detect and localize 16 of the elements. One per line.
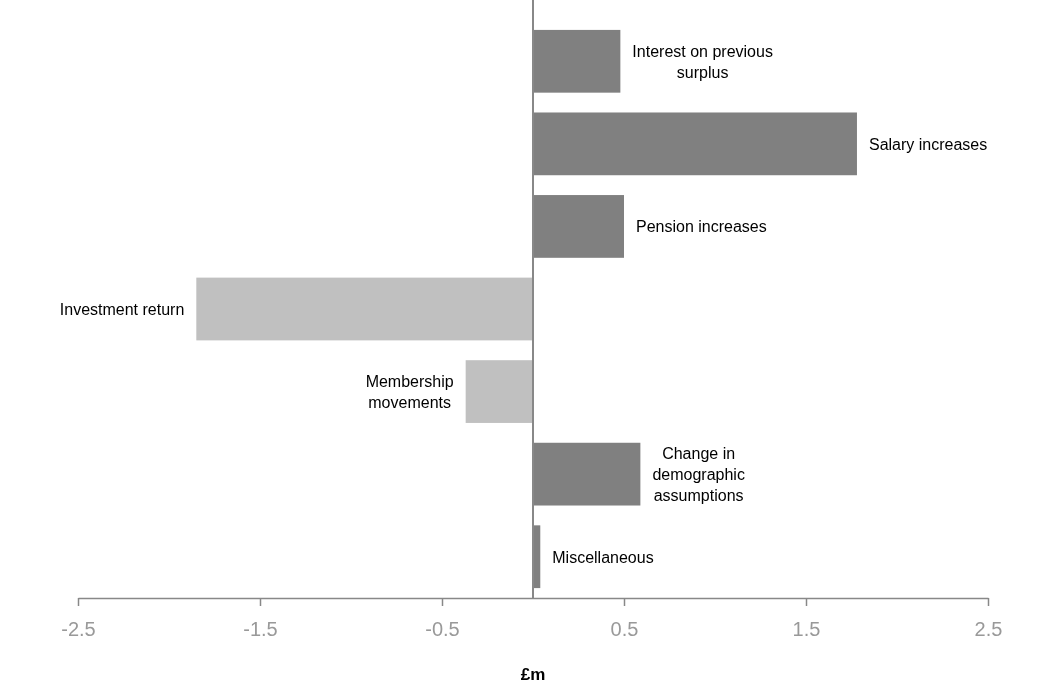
- y-tick-label: Membership movements: [365, 373, 454, 412]
- y-tick-label: Interest on previous surplus: [632, 42, 773, 81]
- x-tick-label: -2.5: [61, 618, 96, 641]
- bar: [196, 277, 533, 341]
- y-tick-label: Pension increases: [636, 218, 767, 236]
- y-tick-label: Change in demographic assumptions: [652, 445, 745, 505]
- bar: [465, 360, 533, 423]
- x-tick-label: 2.5: [974, 618, 1003, 641]
- y-tick-label: Investment return: [59, 301, 185, 318]
- y-tick-label: Salary increases: [868, 135, 988, 153]
- x-tick-label: -0.5: [425, 618, 460, 641]
- y-tick-label: Miscellaneous: [552, 548, 654, 566]
- x-tick-label: 1.5: [792, 618, 821, 641]
- x-axis-title: £m: [520, 665, 546, 684]
- x-tick-label: 0.5: [610, 618, 639, 641]
- x-tick-label: -1.5: [243, 618, 278, 641]
